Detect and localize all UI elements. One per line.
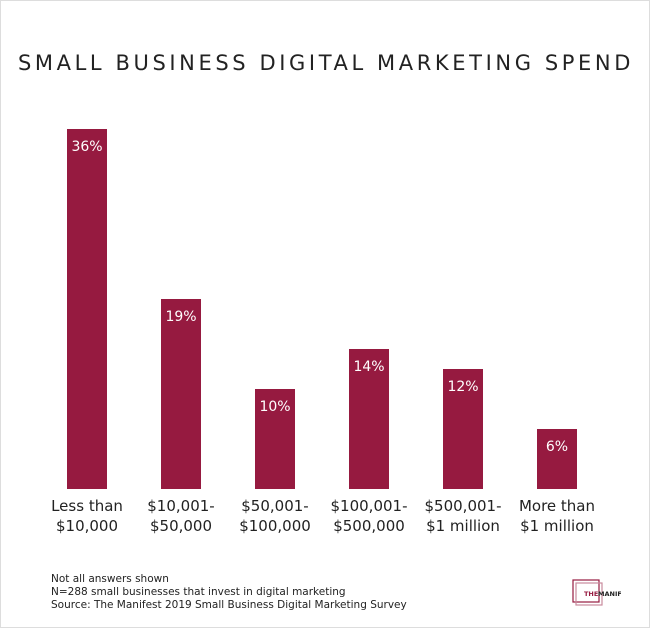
data-label: 10% xyxy=(259,399,290,415)
plot-area: 36% Less than $10,000 19% $10,001- $50,000 10%… xyxy=(51,129,595,535)
data-label: 12% xyxy=(447,379,478,395)
footnotes: Not all answers shown N=288 small busine… xyxy=(51,573,407,612)
data-label: 36% xyxy=(71,139,102,155)
category-label: $50,000 xyxy=(150,517,212,535)
category-label: $1 million xyxy=(520,517,594,535)
bar xyxy=(349,349,389,489)
category-label: More than xyxy=(519,497,595,515)
category-label: $10,001- xyxy=(147,497,214,515)
category-label: $500,000 xyxy=(333,517,405,535)
bar xyxy=(67,129,107,489)
svg-text:THE: THE xyxy=(584,590,598,598)
category-label: $10,000 xyxy=(56,517,118,535)
category-label: $100,001- xyxy=(331,497,408,515)
bar xyxy=(537,429,577,489)
note: Not all answers shown xyxy=(51,573,169,585)
svg-text:MANIFEST: MANIFEST xyxy=(598,590,621,598)
category-label: $500,001- xyxy=(425,497,502,515)
category-label: $100,000 xyxy=(239,517,311,535)
note: N=288 small businesses that invest in di… xyxy=(51,586,346,598)
chart-title: SMALL BUSINESS DIGITAL MARKETING SPEND xyxy=(17,51,634,75)
category-label: Less than xyxy=(51,497,123,515)
category-label: $50,001- xyxy=(241,497,308,515)
the-manifest-logo: THE MANIFEST xyxy=(572,579,621,606)
bar xyxy=(255,389,295,489)
bar xyxy=(443,369,483,489)
note: Source: The Manifest 2019 Small Business… xyxy=(51,599,407,611)
data-label: 19% xyxy=(165,309,196,325)
bar xyxy=(161,299,201,489)
data-label: 6% xyxy=(546,439,568,455)
data-label: 14% xyxy=(353,359,384,375)
category-label: $1 million xyxy=(426,517,500,535)
